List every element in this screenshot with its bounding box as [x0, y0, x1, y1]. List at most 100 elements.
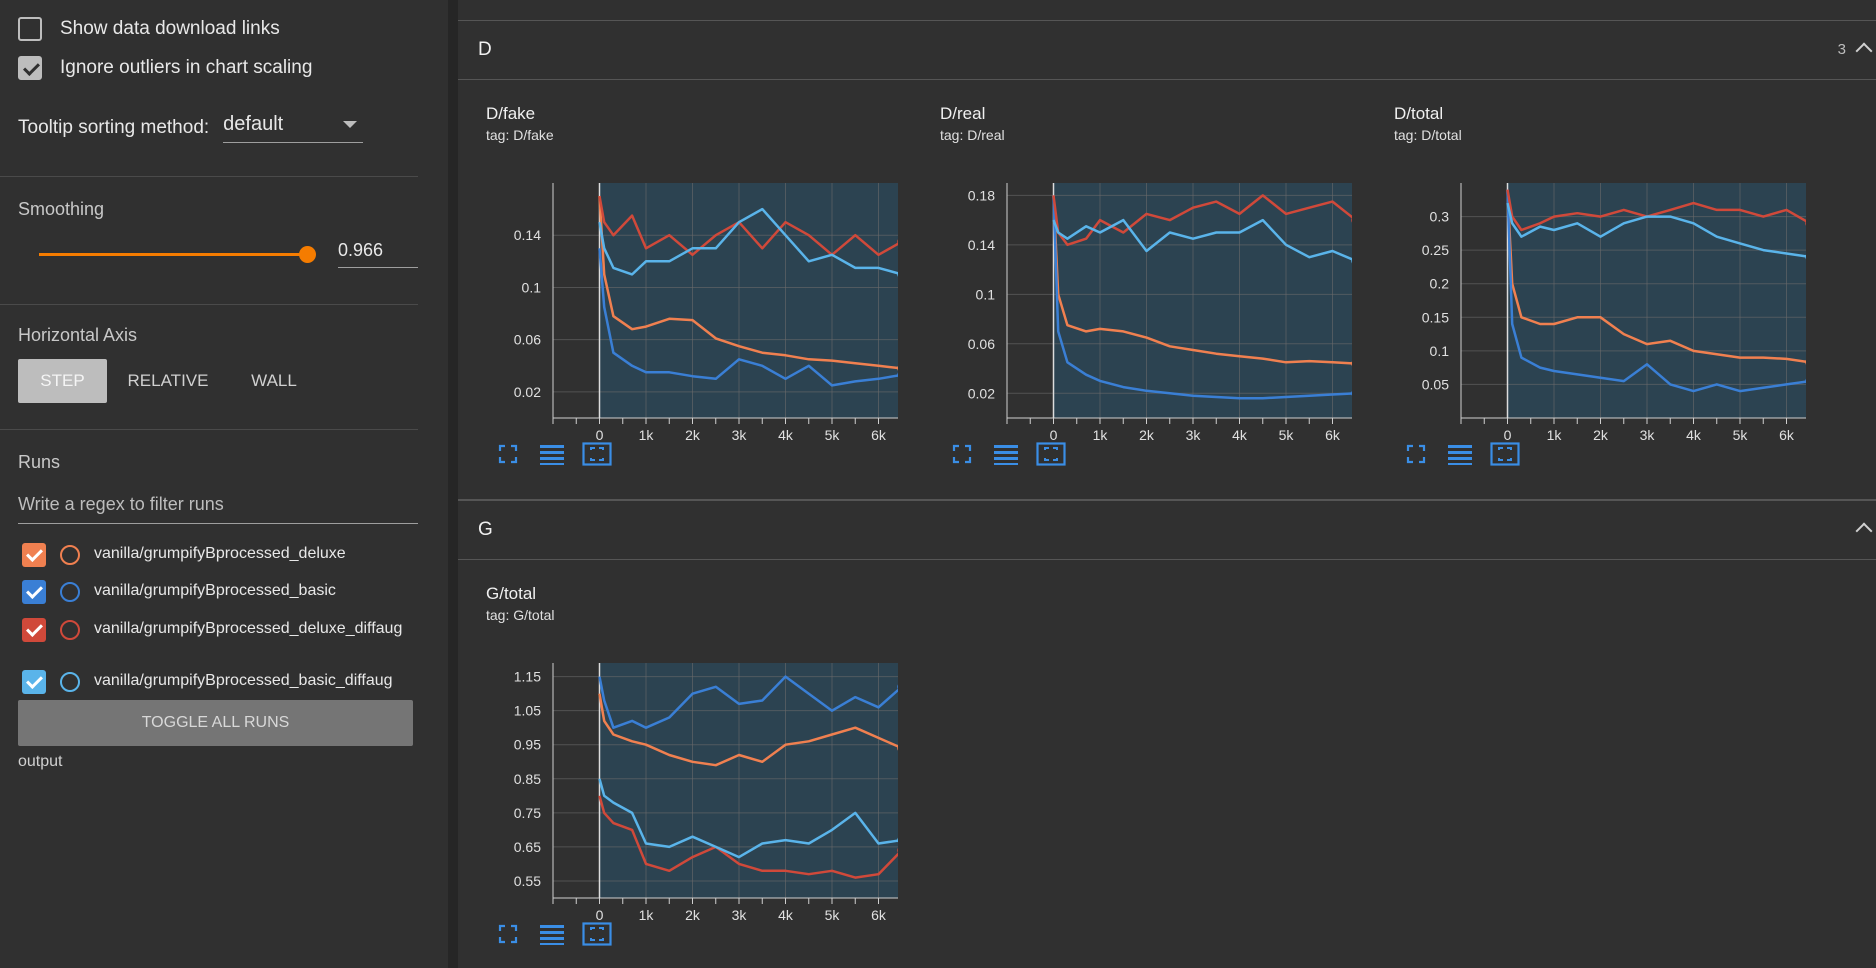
series-end-point[interactable]: [1805, 252, 1806, 261]
series-end-point[interactable]: [897, 682, 898, 691]
toggle-log-scale-icon[interactable]: [993, 442, 1018, 466]
y-tick-label: 0.25: [1422, 242, 1449, 258]
series-end-point[interactable]: [897, 364, 898, 373]
series-end-point[interactable]: [897, 370, 898, 379]
chevron-up-icon[interactable]: [1855, 42, 1873, 60]
tooltip-sorting-row: Tooltip sorting method: default: [18, 113, 364, 143]
fullscreen-icon[interactable]: [1404, 442, 1428, 466]
run-item[interactable]: vanilla/grumpifyBprocessed_basic: [22, 580, 424, 604]
fullscreen-icon[interactable]: [496, 922, 520, 946]
y-tick-label: 0.18: [968, 187, 995, 203]
series-end-point[interactable]: [1805, 377, 1806, 386]
run-item[interactable]: vanilla/grumpifyBprocessed_basic_diffaug: [22, 670, 424, 694]
smoothing-slider-track[interactable]: [39, 253, 307, 256]
fit-domain-icon[interactable]: [1490, 442, 1520, 466]
y-tick-label: 0.1: [976, 286, 996, 302]
smoothing-slider-thumb[interactable]: [299, 246, 316, 263]
ignore-outliers-label: Ignore outliers in chart scaling: [60, 57, 313, 78]
y-tick-label: 1.05: [514, 703, 541, 719]
toggle-log-scale-icon[interactable]: [539, 922, 564, 946]
series-line[interactable]: [1506, 189, 1807, 393]
group-header-g[interactable]: G: [458, 500, 1876, 560]
series-end-point[interactable]: [1805, 358, 1806, 367]
chart-plot[interactable]: 0 1k 2k 3k 4k 5k 6k 0.05 0.1 0.15 0.2 0.25 0.3: [1366, 140, 1806, 440]
series-end-point[interactable]: [897, 846, 898, 855]
series-line[interactable]: [598, 778, 899, 859]
runs-title: Runs: [18, 452, 61, 472]
series-line[interactable]: [1506, 189, 1807, 232]
series-line[interactable]: [598, 248, 899, 387]
fit-domain-icon[interactable]: [1036, 442, 1066, 466]
tooltip-sorting-label: Tooltip sorting method:: [18, 117, 210, 138]
series-end-point[interactable]: [897, 237, 898, 246]
x-tick-label: 6k: [1779, 427, 1795, 440]
chart-title: D/real: [940, 104, 986, 123]
series-end-point[interactable]: [897, 836, 898, 845]
run-color-circle-icon[interactable]: [60, 545, 80, 565]
series-end-point[interactable]: [897, 270, 898, 279]
runs-filter-input[interactable]: Write a regex to filter runs: [18, 494, 418, 524]
run-label: vanilla/grumpifyBprocessed_deluxe_diffau…: [94, 620, 403, 637]
series-line[interactable]: [598, 195, 899, 257]
toggle-log-scale-icon[interactable]: [539, 442, 564, 466]
series-line[interactable]: [1506, 189, 1807, 364]
chart-plot[interactable]: 0 1k 2k 3k 4k 5k 6k 0.02 0.06 0.1 0.14: [458, 140, 898, 440]
series-line[interactable]: [598, 693, 899, 767]
series-line[interactable]: [598, 196, 899, 370]
series-line[interactable]: [598, 675, 899, 729]
run-checkbox[interactable]: [22, 618, 46, 642]
fit-domain-icon[interactable]: [582, 442, 612, 466]
run-item[interactable]: vanilla/grumpifyBprocessed_deluxe: [22, 543, 424, 567]
series-end-point[interactable]: [1805, 219, 1806, 228]
series-end-point[interactable]: [1351, 389, 1352, 398]
series-end-point[interactable]: [897, 744, 898, 753]
series-line[interactable]: [598, 795, 899, 879]
x-tick-label: 5k: [825, 907, 841, 920]
axis-step-button[interactable]: STEP: [18, 359, 107, 403]
chevron-up-icon[interactable]: [1855, 522, 1873, 540]
x-tick-label: 2k: [1593, 427, 1609, 440]
run-color-circle-icon[interactable]: [60, 672, 80, 692]
series-line[interactable]: [1506, 202, 1807, 258]
axis-relative-button[interactable]: RELATIVE: [127, 371, 209, 390]
sidebar-separator[interactable]: [448, 0, 458, 968]
run-checkbox[interactable]: [22, 670, 46, 694]
series-line[interactable]: [1052, 195, 1353, 365]
y-tick-label: 0.3: [1430, 209, 1450, 225]
group-header-d[interactable]: D 3: [458, 20, 1876, 80]
run-item[interactable]: vanilla/grumpifyBprocessed_deluxe_diffau…: [22, 618, 424, 642]
divider: [0, 429, 418, 430]
smoothing-value-input[interactable]: 0.966: [338, 240, 418, 268]
fullscreen-icon[interactable]: [496, 442, 520, 466]
chart-plot[interactable]: 0 1k 2k 3k 4k 5k 6k 0.02 0.06 0.1 0.14 0.18: [912, 140, 1352, 440]
ignore-outliers-checkbox[interactable]: [18, 56, 42, 80]
fullscreen-icon[interactable]: [950, 442, 974, 466]
run-checkbox[interactable]: [22, 580, 46, 604]
series-line[interactable]: [1052, 195, 1353, 400]
series-end-point[interactable]: [1351, 216, 1352, 225]
run-checkbox[interactable]: [22, 543, 46, 567]
run-color-circle-icon[interactable]: [60, 582, 80, 602]
series-end-point[interactable]: [1351, 256, 1352, 265]
series-end-point[interactable]: [1351, 359, 1352, 368]
show-download-links-option[interactable]: Show data download links: [18, 17, 280, 41]
fit-domain-icon[interactable]: [582, 922, 612, 946]
run-color-circle-icon[interactable]: [60, 620, 80, 640]
tooltip-sorting-select[interactable]: default: [223, 113, 364, 143]
group-title: G: [478, 519, 493, 540]
toggle-log-scale-icon[interactable]: [1447, 442, 1472, 466]
series-line[interactable]: [1052, 194, 1353, 247]
axis-wall-button[interactable]: WALL: [251, 371, 297, 390]
ignore-outliers-option[interactable]: Ignore outliers in chart scaling: [18, 56, 312, 80]
toggle-all-runs-button[interactable]: TOGGLE ALL RUNS: [18, 700, 413, 746]
chart-title: D/total: [1394, 104, 1444, 123]
chart-plot[interactable]: 0 1k 2k 3k 4k 5k 6k 0.55 0.65 0.75 0.85 0.95 1.05 1.1…: [458, 620, 898, 920]
plot-background: [1053, 183, 1352, 418]
x-tick-label: 6k: [1325, 427, 1341, 440]
series-line[interactable]: [598, 207, 899, 276]
x-tick-label: 2k: [685, 427, 701, 440]
y-tick-label: 0.06: [514, 332, 541, 348]
group-count-badge: 3: [1837, 41, 1846, 58]
show-download-links-checkbox[interactable]: [18, 17, 42, 41]
series-line[interactable]: [1052, 218, 1353, 261]
